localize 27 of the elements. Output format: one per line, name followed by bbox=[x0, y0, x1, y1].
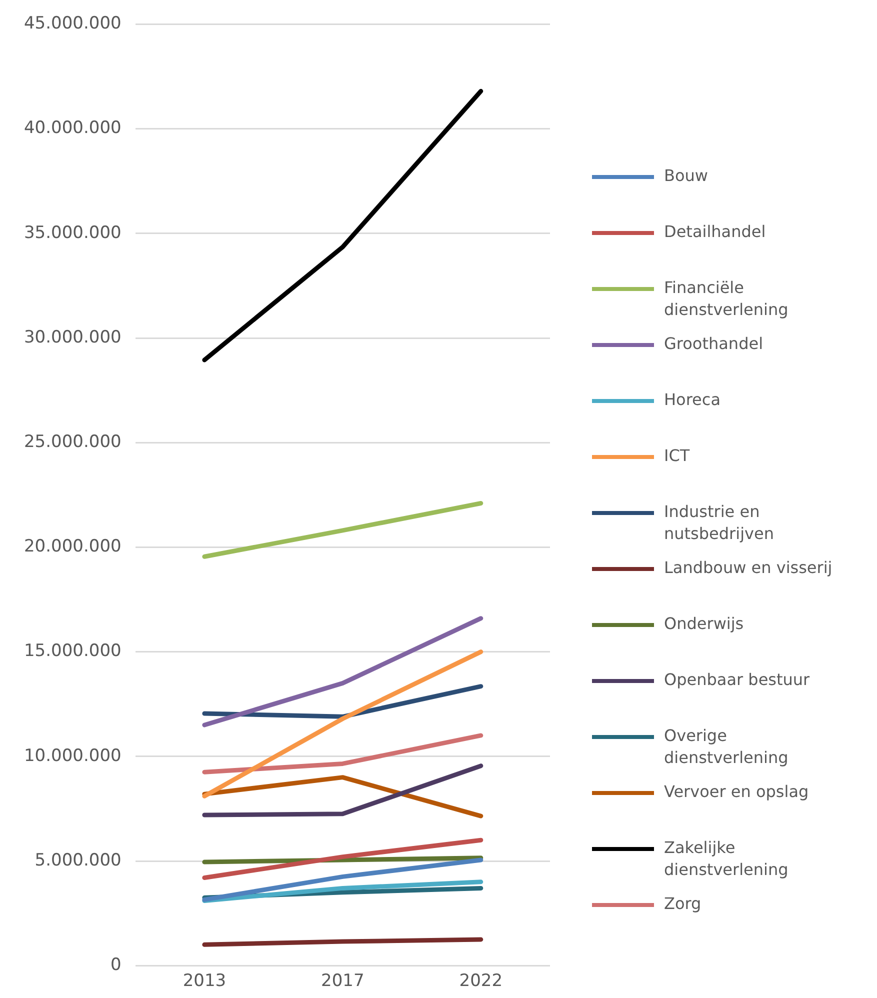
legend-label: Horeca bbox=[664, 389, 722, 411]
legend-label: Landbouw en visserij bbox=[664, 557, 834, 579]
y-tick-label: 30.000.000 bbox=[24, 327, 122, 348]
legend-label: Zorg bbox=[664, 893, 702, 915]
legend-label: Vervoer en opslag bbox=[664, 781, 810, 803]
y-tick-label: 35.000.000 bbox=[24, 222, 122, 243]
legend-label: ICT bbox=[664, 445, 691, 467]
legend-label: Detailhandel bbox=[664, 221, 767, 243]
legend-label: Industrie en nutsbedrijven bbox=[664, 501, 775, 545]
y-tick-label: 15.000.000 bbox=[24, 641, 122, 662]
y-tick-label: 25.000.000 bbox=[24, 432, 122, 452]
legend-label: Groothandel bbox=[664, 333, 764, 355]
x-tick-label: 2017 bbox=[321, 971, 364, 992]
legend-label: Onderwijs bbox=[664, 613, 745, 635]
y-tick-label: 20.000.000 bbox=[24, 536, 122, 557]
x-tick-label: 2013 bbox=[182, 971, 226, 992]
legend-label: Overige dienstverlening bbox=[664, 725, 790, 769]
x-tick-label: 2022 bbox=[459, 971, 503, 992]
legend-label: Bouw bbox=[664, 165, 709, 187]
y-tick-label: 45.000.000 bbox=[24, 14, 122, 34]
y-tick-label: 10.000.000 bbox=[24, 746, 122, 766]
legend-label: Financiële dienstverlening bbox=[664, 277, 790, 321]
legend-label: Zakelijke dienstverlening bbox=[664, 837, 790, 881]
y-tick-label: 5.000.000 bbox=[34, 850, 122, 870]
y-tick-label: 0 bbox=[110, 955, 122, 976]
legend-label: Openbaar bestuur bbox=[664, 669, 811, 691]
y-tick-label: 40.000.000 bbox=[24, 118, 122, 138]
